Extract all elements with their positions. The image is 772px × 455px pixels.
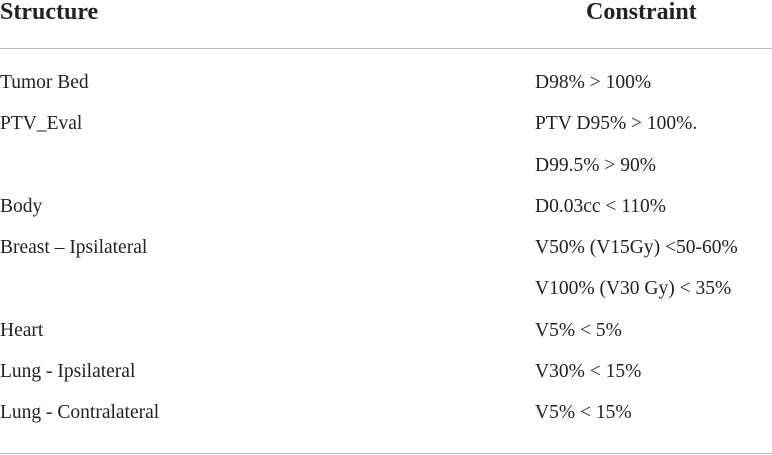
table-header: Structure Constraint: [0, 0, 772, 26]
table-row: D99.5% > 90%: [0, 151, 772, 192]
structure-cell: PTV_Eval: [0, 113, 83, 135]
table-bottom-rule: [0, 453, 772, 454]
structure-cell: Tumor Bed: [0, 72, 89, 93]
constraint-cell: V5% < 15%: [535, 402, 632, 424]
constraint-cell: D99.5% > 90%: [535, 154, 656, 176]
table-row: V100% (V30 Gy) < 35%: [0, 274, 772, 315]
table-body: Tumor Bed D98% > 100% PTV_Eval PTV D95% …: [0, 68, 772, 440]
table-row: Lung - Ipsilateral V30% < 15%: [0, 357, 772, 398]
table-row: Body D0.03cc < 110%: [0, 192, 772, 233]
constraint-cell: V100% (V30 Gy) < 35%: [535, 278, 732, 300]
table-row: Breast – Ipsilateral V50% (V15Gy) <50-60…: [0, 233, 772, 274]
constraint-cell: V5% < 5%: [535, 319, 622, 341]
header-divider: [0, 48, 772, 49]
table-row: Tumor Bed D98% > 100%: [0, 68, 772, 109]
header-structure: Structure: [0, 0, 99, 25]
header-constraint: Constraint: [586, 0, 697, 25]
table-row: PTV_Eval PTV D95% > 100%.: [0, 109, 772, 150]
structure-cell: Heart: [0, 319, 44, 341]
structure-cell: Lung - Contralateral: [0, 402, 160, 424]
constraint-cell: V30% < 15%: [535, 361, 642, 383]
constraint-cell: PTV D95% > 100%.: [535, 113, 698, 135]
constraint-cell: V50% (V15Gy) <50-60%: [535, 237, 738, 259]
structure-cell: Breast – Ipsilateral: [0, 237, 148, 259]
constraint-cell: D0.03cc < 110%: [535, 195, 667, 217]
table-row: Lung - Contralateral V5% < 15%: [0, 398, 772, 439]
structure-cell: Body: [0, 195, 43, 217]
structure-cell: Lung - Ipsilateral: [0, 361, 136, 383]
constraint-cell: D98% > 100%: [535, 72, 652, 93]
table-row: Heart V5% < 5%: [0, 316, 772, 357]
